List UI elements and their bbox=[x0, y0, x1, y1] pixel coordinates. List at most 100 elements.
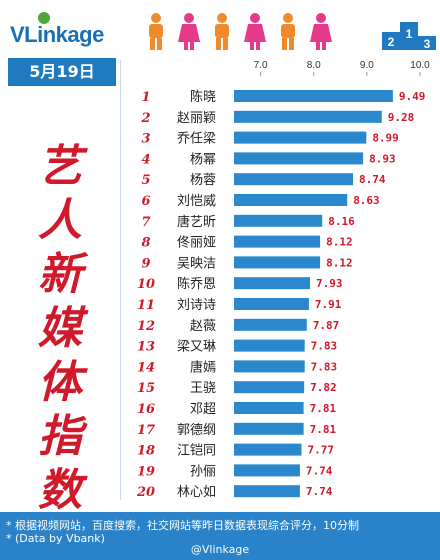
name-label: 赵丽颖 bbox=[177, 111, 216, 126]
x-tick-label: 10.0 bbox=[410, 60, 430, 71]
value-label: 8.12 bbox=[326, 236, 353, 249]
footer-note: * 根据视频网站，百度搜索，社交网站等昨日数据表现综合评分，10分制 bbox=[6, 519, 359, 532]
bar bbox=[234, 485, 300, 498]
bar bbox=[234, 235, 321, 248]
bar bbox=[234, 110, 382, 123]
footer-credit: @Vlinkage bbox=[190, 543, 250, 556]
name-label: 孙俪 bbox=[190, 464, 216, 479]
name-label: 乔任梁 bbox=[177, 132, 216, 147]
svg-text:3: 3 bbox=[424, 37, 431, 50]
svg-text:2: 2 bbox=[388, 35, 395, 49]
brand-logo: VLinkage bbox=[10, 22, 104, 47]
person-male-icon bbox=[149, 13, 163, 50]
value-label: 8.74 bbox=[359, 173, 386, 186]
value-label: 8.16 bbox=[328, 215, 355, 228]
value-label: 8.12 bbox=[326, 256, 353, 269]
bar bbox=[234, 90, 393, 102]
name-label: 刘诗诗 bbox=[177, 298, 216, 313]
name-label: 吴映洁 bbox=[177, 256, 216, 271]
panel-divider bbox=[120, 60, 121, 500]
bar bbox=[234, 464, 300, 477]
name-label: 刘恺威 bbox=[177, 194, 216, 209]
value-label: 8.99 bbox=[372, 132, 399, 145]
footer-banner: * 根据视频网站，百度搜索，社交网站等昨日数据表现综合评分，10分制 * (Da… bbox=[0, 512, 440, 560]
name-label: 梁又琳 bbox=[177, 340, 216, 355]
value-label: 7.83 bbox=[311, 360, 338, 373]
name-label: 王骁 bbox=[190, 381, 216, 396]
title-char: 数 bbox=[38, 465, 82, 516]
person-male-icon bbox=[281, 13, 295, 50]
value-label: 7.93 bbox=[316, 277, 343, 290]
bar bbox=[234, 339, 305, 352]
value-label: 8.63 bbox=[353, 194, 380, 207]
value-label: 7.74 bbox=[306, 464, 333, 477]
value-label: 7.77 bbox=[307, 444, 334, 457]
rank-label: 9 bbox=[141, 256, 150, 271]
bar bbox=[234, 360, 305, 373]
rank-label: 10 bbox=[137, 277, 155, 292]
person-female-icon bbox=[244, 13, 266, 50]
name-label: 杨幂 bbox=[190, 152, 216, 167]
x-tick-label: 8.0 bbox=[307, 60, 321, 71]
rank-label: 2 bbox=[140, 111, 150, 126]
bar bbox=[234, 402, 304, 414]
bar bbox=[234, 131, 367, 144]
title-char: 人 bbox=[38, 195, 82, 246]
x-tick-label: 9.0 bbox=[360, 60, 374, 71]
value-label: 7.82 bbox=[310, 381, 337, 394]
name-label: 佟丽娅 bbox=[177, 235, 216, 251]
name-label: 杨蓉 bbox=[190, 173, 216, 188]
logo-dot-icon bbox=[38, 12, 50, 24]
rank-label: 20 bbox=[136, 485, 155, 500]
name-label: 郭德纲 bbox=[177, 422, 216, 438]
podium-icon: 2 1 3 bbox=[382, 22, 436, 50]
bar bbox=[234, 277, 310, 290]
person-male-icon bbox=[215, 13, 229, 50]
bar bbox=[234, 256, 321, 269]
name-label: 唐艺昕 bbox=[177, 214, 216, 230]
rank-label: 17 bbox=[137, 423, 155, 438]
value-label: 9.28 bbox=[388, 111, 415, 124]
rank-label: 15 bbox=[137, 381, 155, 396]
date-badge: 5月19日 bbox=[8, 58, 116, 86]
rank-label: 19 bbox=[137, 464, 155, 479]
footer-source: * (Data by Vbank) bbox=[6, 532, 105, 545]
name-label: 邓超 bbox=[190, 402, 216, 417]
name-label: 赵薇 bbox=[190, 319, 216, 334]
value-label: 8.93 bbox=[369, 152, 396, 165]
rank-label: 13 bbox=[137, 340, 155, 355]
bar bbox=[234, 443, 302, 456]
person-female-icon bbox=[310, 13, 332, 50]
vertical-title: 艺 人 新 媒 体 指 数 bbox=[30, 140, 90, 518]
rank-label: 5 bbox=[141, 173, 150, 188]
value-label: 7.81 bbox=[310, 423, 337, 436]
person-female-icon bbox=[178, 13, 200, 50]
bar bbox=[234, 194, 348, 206]
name-label: 唐嫣 bbox=[190, 359, 216, 375]
rank-label: 6 bbox=[141, 194, 150, 209]
bar bbox=[234, 214, 323, 227]
x-tick-label: 7.0 bbox=[254, 60, 268, 71]
bar bbox=[234, 381, 305, 394]
rank-label: 1 bbox=[141, 90, 150, 105]
rank-label: 4 bbox=[141, 152, 150, 167]
title-char: 媒 bbox=[38, 303, 82, 354]
rank-label: 14 bbox=[137, 360, 155, 375]
value-label: 7.87 bbox=[313, 319, 340, 332]
name-label: 陈乔恩 bbox=[177, 276, 216, 292]
name-label: 林心如 bbox=[177, 484, 216, 500]
title-char: 体 bbox=[38, 357, 82, 408]
rank-label: 11 bbox=[137, 298, 155, 313]
bar bbox=[234, 422, 304, 435]
value-label: 7.81 bbox=[310, 402, 337, 415]
value-label: 9.49 bbox=[399, 90, 426, 103]
rank-label: 18 bbox=[137, 444, 155, 459]
title-char: 新 bbox=[38, 249, 82, 300]
bar bbox=[234, 298, 309, 310]
rank-label: 12 bbox=[137, 319, 155, 334]
rank-label: 3 bbox=[141, 132, 150, 147]
value-label: 7.74 bbox=[306, 485, 333, 498]
title-char: 指 bbox=[38, 411, 82, 462]
rank-label: 16 bbox=[137, 402, 155, 417]
value-label: 7.91 bbox=[315, 298, 342, 311]
